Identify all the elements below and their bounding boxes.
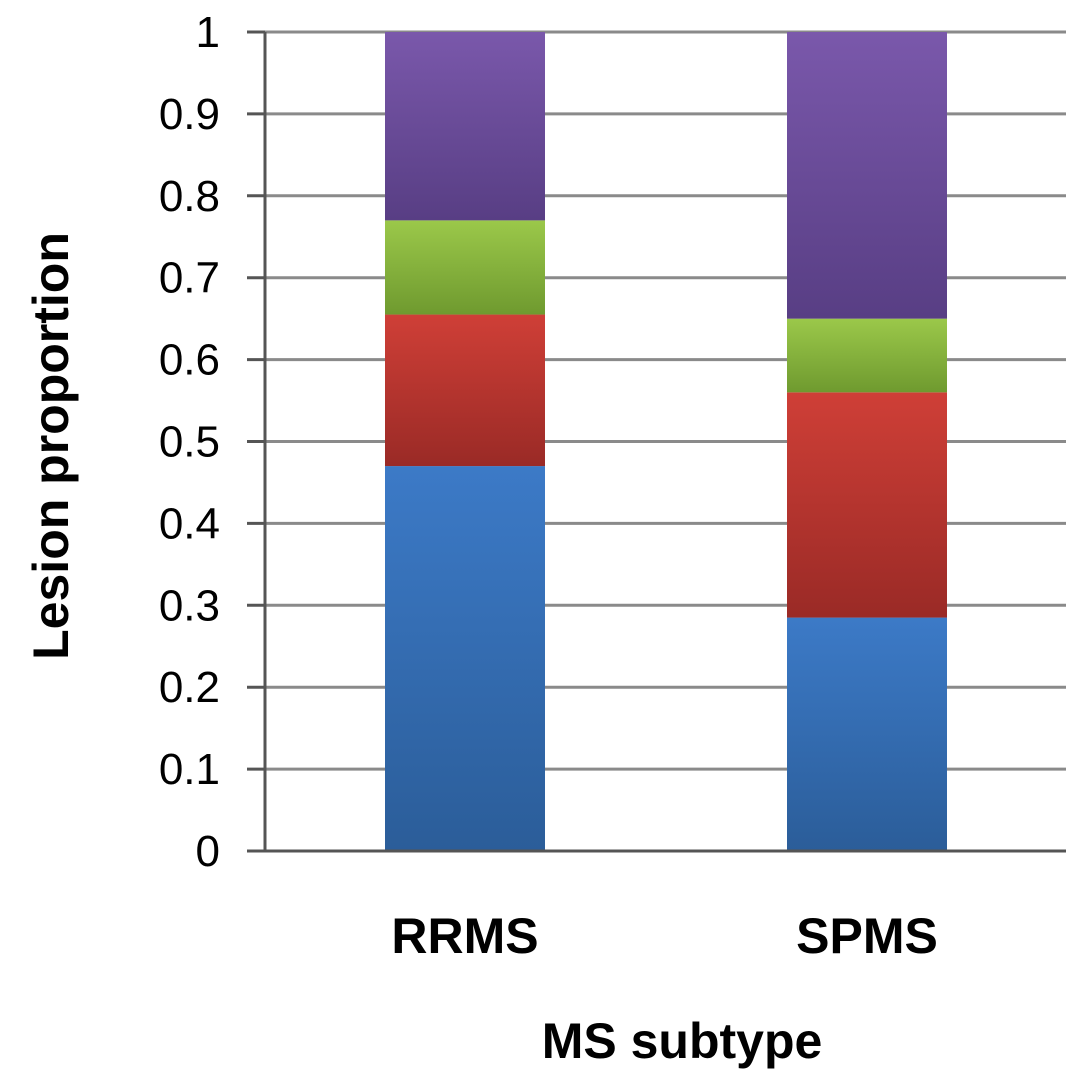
y-axis-title: Lesion proportion [23, 232, 79, 660]
y-tick-label: 0.2 [159, 663, 220, 712]
bar-segment-spms-1 [787, 617, 947, 851]
y-tick-label: 0.5 [159, 418, 220, 467]
y-tick-label: 1 [196, 8, 220, 57]
bar-segment-rrms-4 [385, 32, 545, 221]
x-category-label: SPMS [796, 908, 938, 964]
y-tick-label: 0.6 [159, 336, 220, 385]
y-tick-label: 0.7 [159, 254, 220, 303]
y-tick-label: 0.9 [159, 90, 220, 139]
bar-segment-spms-2 [787, 392, 947, 618]
y-tick-labels: 0 0.1 0.2 0.3 0.4 0.5 0.6 0.7 0.8 0.9 1 [159, 8, 220, 876]
axes [247, 30, 1066, 853]
bars [385, 32, 947, 851]
bar-segment-spms-3 [787, 318, 947, 393]
bar-segment-rrms-3 [385, 220, 545, 315]
bar-segment-rrms-1 [385, 466, 545, 851]
y-tick-label: 0 [196, 827, 220, 876]
y-tick-label: 0.1 [159, 745, 220, 794]
y-tick-label: 0.8 [159, 172, 220, 221]
y-tick-label: 0.4 [159, 499, 220, 548]
bar-segment-spms-4 [787, 32, 947, 319]
x-axis-title: MS subtype [542, 1013, 823, 1069]
y-tick-label: 0.3 [159, 581, 220, 630]
bar-segment-rrms-2 [385, 314, 545, 467]
category-labels: RRMS SPMS [391, 908, 937, 964]
x-category-label: RRMS [391, 908, 538, 964]
